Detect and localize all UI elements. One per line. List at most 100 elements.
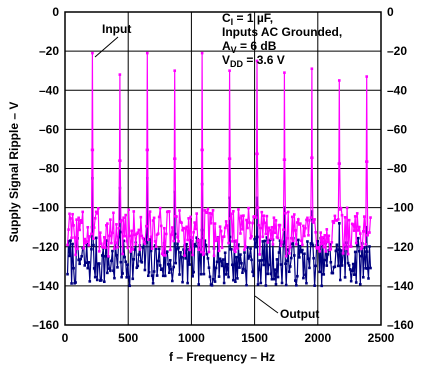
data-point <box>256 152 259 156</box>
data-point <box>303 252 306 256</box>
data-point <box>151 282 155 285</box>
data-point <box>284 262 287 265</box>
data-point <box>193 243 196 246</box>
x-tick-label: 2000 <box>304 331 331 345</box>
data-point <box>343 216 347 219</box>
y-tick-label-right: –20 <box>387 44 407 58</box>
data-point <box>152 270 156 273</box>
data-point <box>304 226 307 230</box>
data-point <box>335 243 339 247</box>
data-point <box>135 266 139 270</box>
data-point <box>210 284 214 287</box>
data-point <box>219 229 223 233</box>
data-point <box>164 232 168 236</box>
data-point <box>352 229 356 232</box>
data-point <box>133 233 137 237</box>
data-point <box>104 254 107 258</box>
data-point <box>256 283 260 286</box>
plot-frame <box>64 11 382 326</box>
data-point <box>325 264 329 267</box>
data-point <box>111 249 114 253</box>
data-point <box>116 246 119 249</box>
data-point <box>326 240 330 244</box>
data-point <box>359 254 363 258</box>
data-point <box>278 223 282 227</box>
data-point <box>265 236 269 239</box>
data-point <box>263 239 267 243</box>
data-point <box>318 250 321 253</box>
data-point <box>194 244 197 248</box>
data-point <box>145 51 149 55</box>
data-point <box>181 228 184 232</box>
data-point <box>312 256 315 260</box>
data-point <box>159 224 163 228</box>
data-point <box>338 278 342 282</box>
data-point <box>340 264 344 267</box>
data-point <box>101 246 105 249</box>
data-point <box>90 232 93 236</box>
data-point <box>97 250 101 253</box>
data-point <box>243 251 246 254</box>
data-point <box>163 254 167 257</box>
data-point <box>239 232 242 235</box>
data-point <box>150 274 154 277</box>
data-point <box>92 243 95 247</box>
data-point <box>364 242 368 246</box>
data-point <box>360 245 364 249</box>
data-point <box>254 216 258 219</box>
data-point <box>237 243 240 246</box>
data-point <box>294 279 297 282</box>
data-point <box>93 275 97 279</box>
data-point <box>210 212 214 216</box>
data-point <box>222 281 226 285</box>
data-point <box>157 247 161 251</box>
data-point <box>238 216 241 220</box>
data-point <box>182 248 185 251</box>
data-point <box>144 241 148 244</box>
data-point <box>175 215 178 218</box>
data-point <box>130 229 134 233</box>
data-point <box>212 254 216 258</box>
data-point <box>318 270 321 274</box>
data-point <box>146 148 149 152</box>
data-point <box>230 247 233 251</box>
data-point <box>203 239 207 242</box>
data-point <box>91 148 95 152</box>
data-point <box>198 238 202 242</box>
data-point <box>214 239 218 243</box>
data-point <box>270 225 274 229</box>
data-point <box>258 253 262 256</box>
data-point <box>175 247 178 251</box>
data-point <box>321 236 325 239</box>
data-point <box>260 210 264 214</box>
data-point <box>162 226 166 230</box>
data-point <box>277 251 281 254</box>
data-point <box>264 284 268 287</box>
data-point <box>310 156 314 160</box>
data-point <box>141 246 145 249</box>
data-point <box>106 222 109 225</box>
data-point <box>138 248 142 251</box>
y-tick-label-right: –120 <box>387 240 414 254</box>
input-leader-line <box>94 36 119 58</box>
data-point <box>72 224 75 227</box>
data-point <box>272 216 276 220</box>
data-point <box>225 262 229 266</box>
data-point <box>173 157 177 161</box>
data-point <box>323 258 327 262</box>
data-point <box>354 281 358 284</box>
data-point <box>322 245 326 249</box>
y-tick-label-left: –140 <box>32 279 59 293</box>
data-point <box>366 267 370 270</box>
data-point <box>268 228 272 232</box>
data-point <box>353 250 357 254</box>
data-point <box>197 283 201 286</box>
data-point <box>299 222 302 225</box>
data-point <box>200 51 204 55</box>
data-point <box>173 190 177 194</box>
data-point <box>190 236 193 239</box>
data-point <box>327 234 331 238</box>
data-point <box>218 257 222 261</box>
data-point <box>274 219 278 222</box>
data-point <box>83 237 87 241</box>
